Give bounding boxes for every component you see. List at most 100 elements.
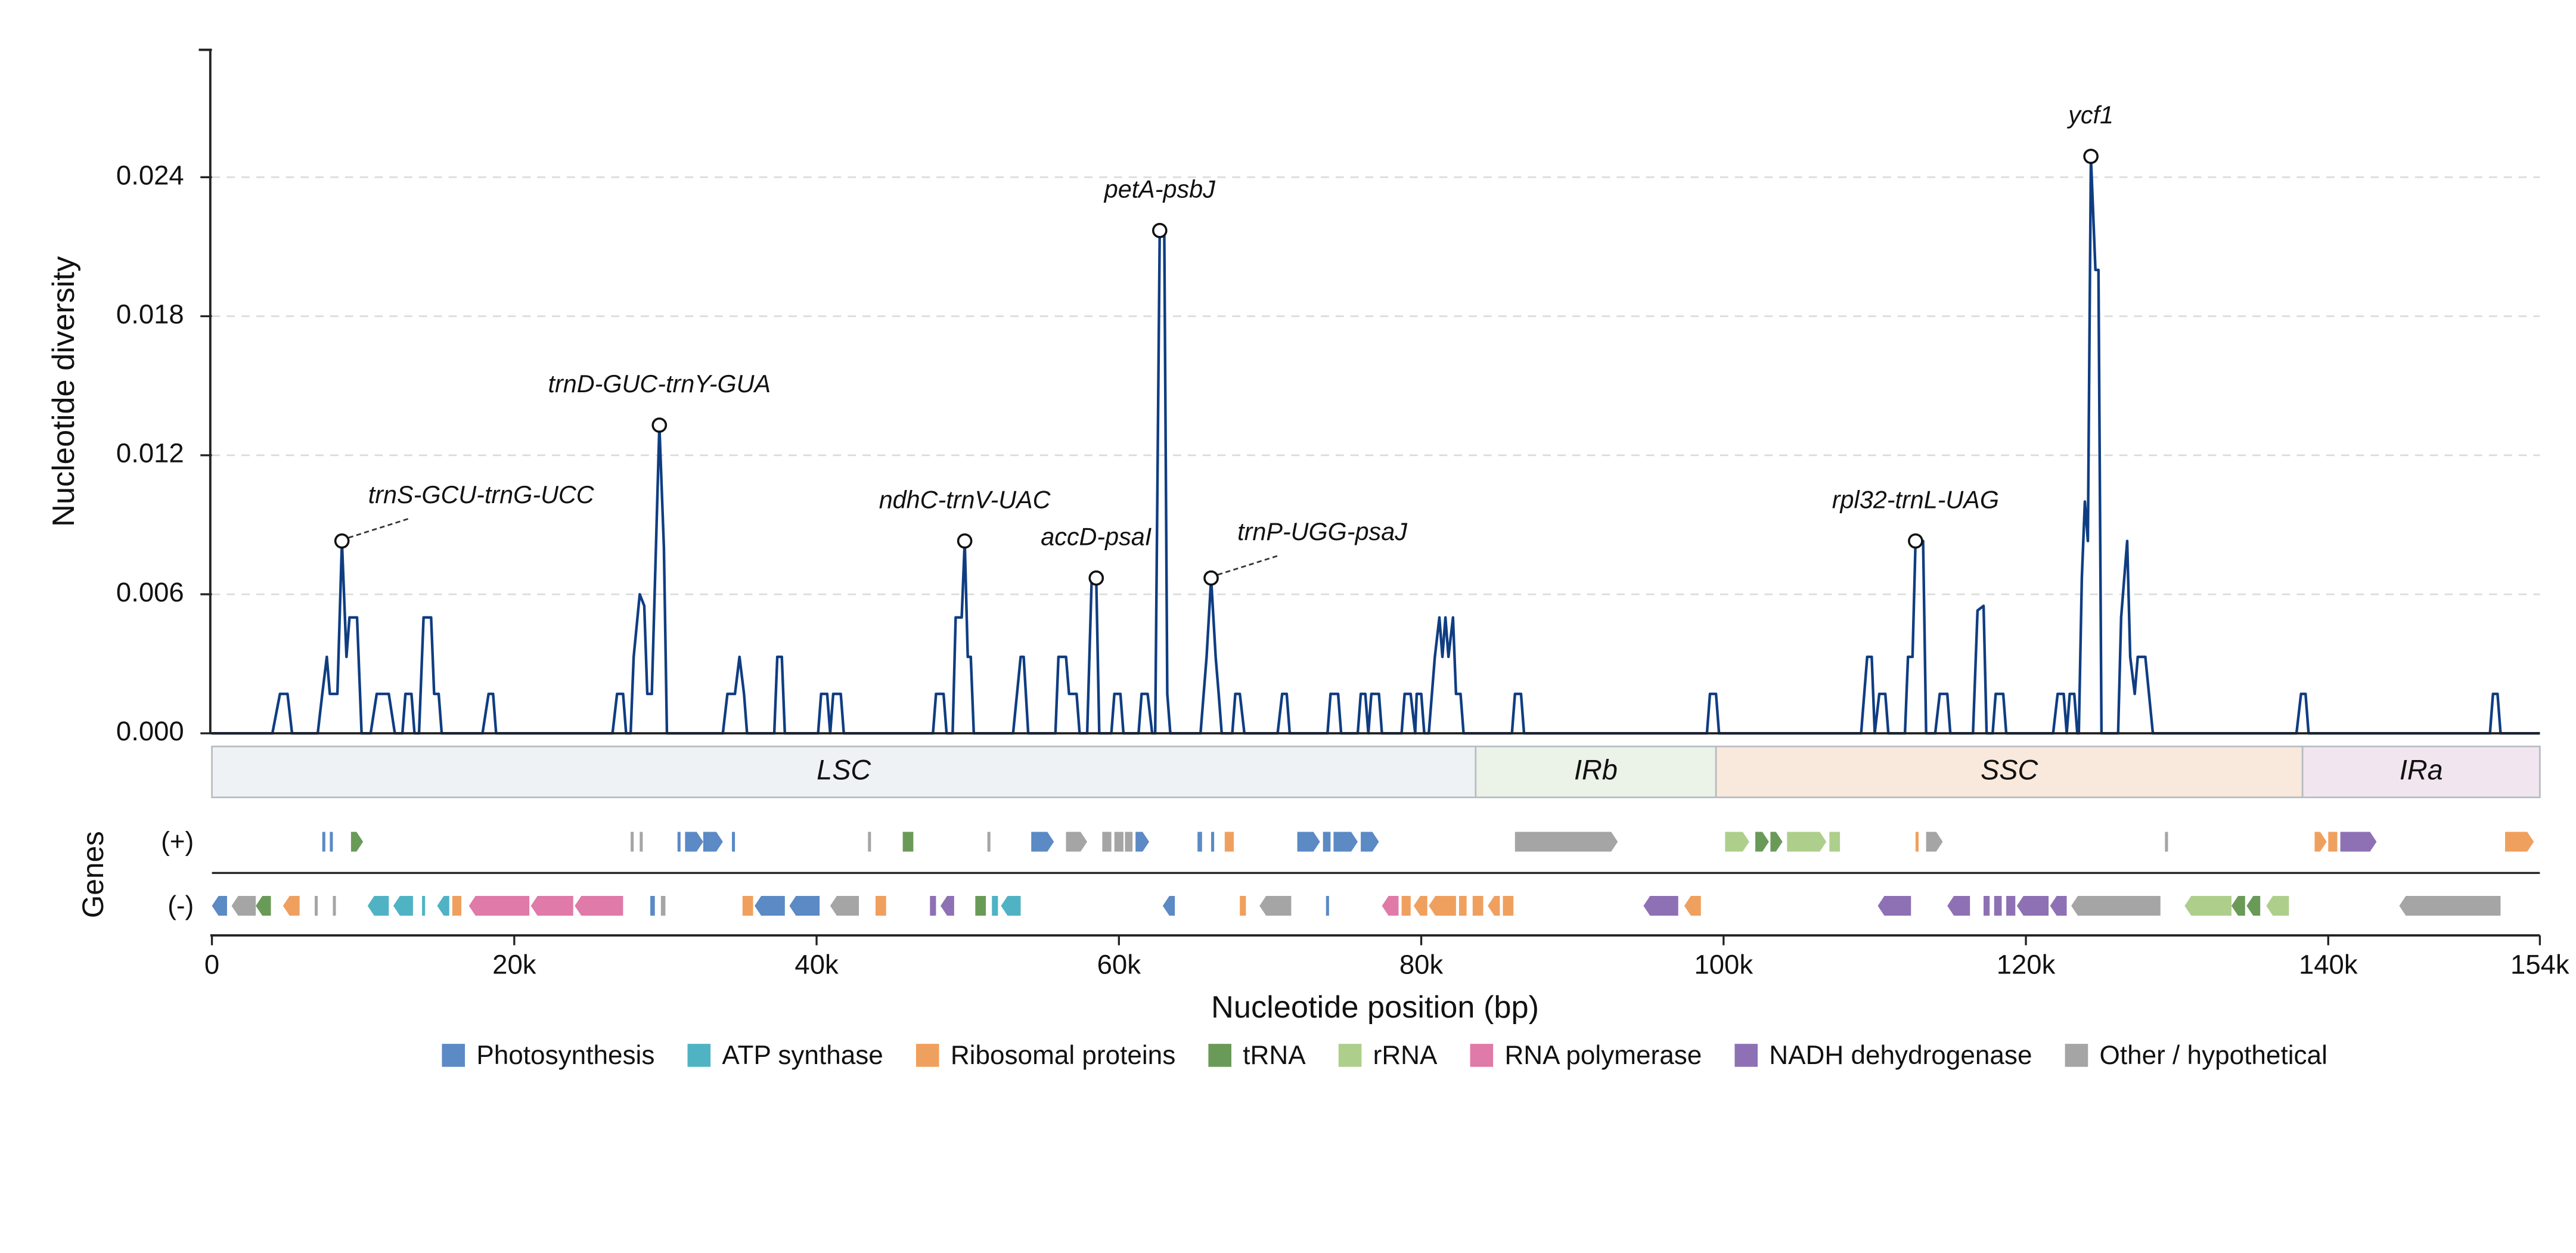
x-axis-title: Nucleotide position (bp) (1211, 990, 1539, 1025)
gene (1725, 832, 1749, 852)
gene (830, 896, 859, 916)
region-label: LSC (817, 754, 871, 785)
gene (1333, 832, 1358, 852)
legend-swatch (2065, 1044, 2088, 1067)
gene (452, 896, 462, 916)
gene (393, 896, 413, 916)
gene (868, 832, 871, 852)
gene (1787, 832, 1827, 852)
gene (2505, 832, 2534, 852)
peak-marker (1088, 570, 1104, 586)
gene (2328, 832, 2338, 852)
gene (677, 832, 681, 852)
gene (875, 896, 886, 916)
gene (1114, 832, 1123, 852)
legend-swatch (687, 1044, 711, 1067)
y-tick-label: 0.018 (116, 299, 184, 330)
gene (2314, 832, 2327, 852)
gene (1382, 896, 1399, 916)
peak-marker (651, 417, 668, 433)
gene (256, 896, 271, 916)
x-tick-label: 20k (492, 950, 536, 980)
x-tick-label: 40k (794, 950, 839, 980)
gene (975, 896, 986, 916)
peak-marker (334, 533, 350, 549)
gene (685, 832, 703, 852)
gene (1240, 896, 1246, 916)
gene (333, 896, 336, 916)
region-band (2301, 745, 2541, 799)
y-tick-label: 0.006 (116, 577, 184, 607)
gene (330, 832, 333, 852)
legend-label: Other / hypothetical (2100, 1041, 2327, 1070)
peak-marker (1908, 533, 1923, 549)
legend-label: RNA polymerase (1504, 1041, 1702, 1070)
annotation-label: trnS-GCU-trnG-UCC (368, 481, 595, 508)
gene (1001, 896, 1021, 916)
legend-label: Photosynthesis (476, 1041, 654, 1070)
annotation-leader (1217, 554, 1281, 576)
gene (650, 896, 655, 916)
gene (1488, 896, 1500, 916)
gene (992, 896, 998, 916)
gene (437, 896, 449, 916)
annotation-leader (348, 517, 411, 539)
gene (2165, 832, 2168, 852)
track-label: (+) (161, 827, 194, 856)
gene (468, 896, 530, 916)
legend-label: NADH dehydrogenase (1769, 1041, 2032, 1070)
legend-label: tRNA (1243, 1041, 1306, 1070)
legend-swatch (1338, 1044, 1362, 1067)
legend-swatch (442, 1044, 465, 1067)
gene (987, 832, 991, 852)
gene (1429, 896, 1456, 916)
annotation-label: trnP-UGG-psaJ (1237, 518, 1407, 545)
gene (2050, 896, 2067, 916)
gene (575, 896, 623, 916)
gene (283, 896, 300, 916)
legend-swatch (1470, 1044, 1494, 1067)
annotation-label: ycf1 (2066, 101, 2113, 129)
gene (1514, 832, 1618, 852)
gene (1401, 896, 1411, 916)
gene (1125, 832, 1133, 852)
legend-label: ATP synthase (722, 1041, 883, 1070)
gene (231, 896, 256, 916)
gene (1162, 896, 1175, 916)
diversity-line (212, 155, 2540, 735)
gene (2231, 896, 2245, 916)
gene (1877, 896, 1911, 916)
gene (1297, 832, 1320, 852)
x-tick-label: 154k (2510, 950, 2569, 980)
gene (1472, 896, 1483, 916)
genes-title: Genes (76, 831, 110, 918)
gene (631, 832, 634, 852)
gene (1770, 832, 1783, 852)
gene (930, 896, 936, 916)
gene (902, 832, 914, 852)
region-band (1475, 745, 1717, 799)
x-tick-label: 0 (204, 950, 219, 980)
gene (1326, 896, 1329, 916)
gene (322, 832, 325, 852)
gene (1211, 832, 1215, 852)
gene (1031, 832, 1054, 852)
y-tick-label: 0.000 (116, 716, 184, 746)
annotation-label: trnD-GUC-trnY-GUA (548, 370, 771, 398)
region-label: SSC (1981, 754, 2038, 785)
legend-swatch (1208, 1044, 1231, 1067)
legend-swatch (915, 1044, 939, 1067)
gene (755, 896, 785, 916)
gene (1994, 896, 2002, 916)
x-tick-label: 60k (1097, 950, 1141, 980)
annotation-label: rpl32-trnL-UAG (1832, 486, 1999, 513)
region-band (211, 745, 1477, 799)
gene (1224, 832, 1234, 852)
peak-marker (2083, 148, 2099, 165)
x-tick-label: 80k (1399, 950, 1444, 980)
region-label: IRb (1574, 754, 1618, 785)
gene (2266, 896, 2289, 916)
gene (422, 896, 426, 916)
